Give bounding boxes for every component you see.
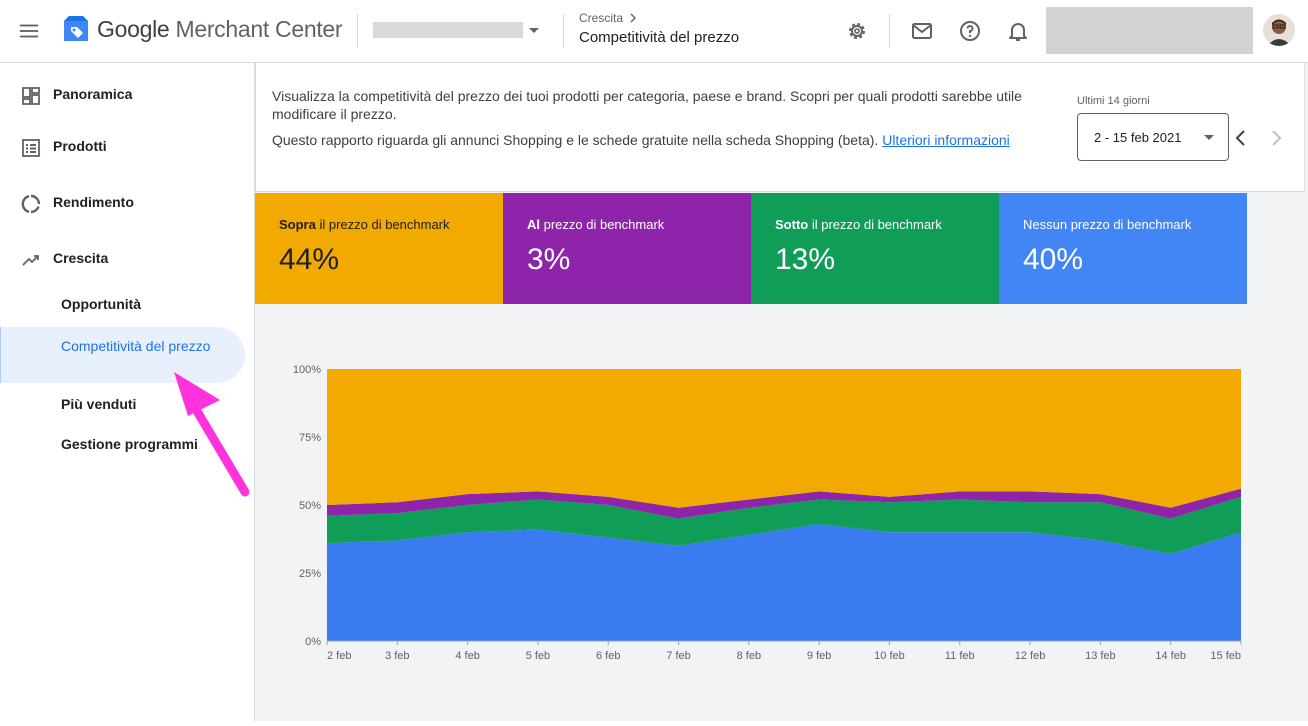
breadcrumb[interactable]: Crescita <box>579 11 638 25</box>
x-tick-label: 15 feb <box>1210 650 1241 662</box>
chevron-down-icon <box>1204 135 1214 140</box>
report-description: Visualizza la competitività del prezzo d… <box>272 87 1062 157</box>
trending-up-icon <box>22 255 39 266</box>
x-tick-label: 14 feb <box>1155 650 1186 662</box>
tile-above-benchmark[interactable]: Sopra il prezzo di benchmark 44% <box>255 193 503 304</box>
sidebar-subitem-competitivita-prezzo[interactable]: Competitività del prezzo <box>0 327 245 383</box>
description-scope-text: Questo rapporto riguarda gli annunci Sho… <box>272 132 879 148</box>
divider <box>357 14 358 48</box>
app-name[interactable]: Google Merchant Center <box>97 16 343 43</box>
account-info-redacted[interactable] <box>1046 7 1253 54</box>
x-tick-label: 7 feb <box>666 650 690 662</box>
sidebar-item-prodotti[interactable]: Prodotti <box>0 127 254 167</box>
learn-more-link[interactable]: Ulteriori informazioni <box>882 132 1010 148</box>
x-tick-label: 6 feb <box>596 650 620 662</box>
tile-below-benchmark[interactable]: Sotto il prezzo di benchmark 13% <box>751 193 999 304</box>
x-tick-label: 4 feb <box>455 650 479 662</box>
sidebar-item-rendimento[interactable]: Rendimento <box>0 183 254 223</box>
y-tick-label: 75% <box>299 432 321 444</box>
description-scope: Questo rapporto riguarda gli annunci Sho… <box>272 131 1062 149</box>
date-range-select[interactable]: 2 - 15 feb 2021 <box>1077 113 1229 161</box>
next-period-button[interactable] <box>1264 126 1288 150</box>
x-tick-label: 11 feb <box>945 650 975 662</box>
previous-period-button[interactable] <box>1229 126 1253 150</box>
y-tick-label: 0% <box>305 636 321 648</box>
tile-label: Al prezzo di benchmark <box>527 217 665 232</box>
sidebar-subitem-gestione-programmi[interactable]: Gestione programmi <box>61 436 198 452</box>
tile-label: Sotto il prezzo di benchmark <box>775 217 942 232</box>
chevron-right-icon <box>630 13 637 23</box>
divider <box>563 14 564 48</box>
main-content: Visualizza la competitività del prezzo d… <box>254 63 1308 721</box>
sidebar-item-label: Prodotti <box>53 138 107 154</box>
series-area-2[interactable] <box>327 488 1241 519</box>
sidebar-subitem-piu-venduti[interactable]: Più venduti <box>61 396 137 412</box>
menu-icon[interactable] <box>18 20 40 42</box>
date-range-value: 2 - 15 feb 2021 <box>1094 130 1182 145</box>
dashboard-icon <box>22 87 40 105</box>
sidebar: Panoramica Prodotti Rendimento Crescita … <box>0 63 254 721</box>
help-icon[interactable] <box>958 19 982 43</box>
sidebar-item-label: Panoramica <box>53 86 133 102</box>
sidebar-subitem-opportunita[interactable]: Opportunità <box>61 296 142 312</box>
app-name-google: Google <box>97 16 170 42</box>
tile-value: 44% <box>279 243 340 276</box>
sidebar-item-label: Competitività del prezzo <box>61 338 211 354</box>
gear-icon[interactable] <box>845 19 869 43</box>
x-tick-label: 2 feb <box>327 650 351 662</box>
tile-label: Nessun prezzo di benchmark <box>1023 217 1192 232</box>
donut-chart-icon <box>21 194 41 214</box>
account-selector[interactable] <box>373 20 543 42</box>
sidebar-item-label: Rendimento <box>53 194 134 210</box>
x-tick-label: 9 feb <box>807 650 831 662</box>
annotation-arrow-icon <box>174 372 250 497</box>
description-text: Visualizza la competitività del prezzo d… <box>272 88 1022 122</box>
y-tick-label: 100% <box>293 364 321 376</box>
sidebar-item-panoramica[interactable]: Panoramica <box>0 75 254 115</box>
series-area-3[interactable] <box>327 369 1241 508</box>
tile-no-benchmark[interactable]: Nessun prezzo di benchmark 40% <box>999 193 1247 304</box>
y-tick-label: 25% <box>299 568 321 580</box>
sidebar-item-crescita[interactable]: Crescita <box>0 239 254 279</box>
tile-at-benchmark[interactable]: Al prezzo di benchmark 3% <box>503 193 751 304</box>
tile-value: 13% <box>775 243 836 276</box>
tile-value: 40% <box>1023 243 1084 276</box>
chevron-down-icon <box>529 28 539 33</box>
app-name-product: Merchant Center <box>175 16 343 42</box>
info-card: Visualizza la competitività del prezzo d… <box>255 63 1305 192</box>
sidebar-item-label: Crescita <box>53 250 109 266</box>
top-app-bar: Google Merchant Center Crescita Competit… <box>0 0 1308 63</box>
x-tick-label: 13 feb <box>1085 650 1116 662</box>
series-area-1[interactable] <box>327 496 1241 554</box>
list-icon <box>22 139 40 157</box>
series-area-0[interactable] <box>327 524 1241 641</box>
x-tick-label: 5 feb <box>526 650 550 662</box>
date-range-label: Ultimi 14 giorni <box>1077 95 1150 107</box>
x-tick-label: 10 feb <box>874 650 905 662</box>
divider <box>889 14 890 48</box>
tile-value: 3% <box>527 243 571 276</box>
bell-icon[interactable] <box>1006 19 1030 43</box>
breadcrumb-parent[interactable]: Crescita <box>579 11 624 25</box>
tile-label: Sopra il prezzo di benchmark <box>279 217 450 232</box>
y-tick-label: 50% <box>299 500 321 512</box>
chart-area: 0% 25% 50% 75% 100% 2 feb 3 feb 4 feb 5 feb 6 feb… <box>255 304 1305 721</box>
mail-icon[interactable] <box>910 19 934 43</box>
x-tick-label: 12 feb <box>1015 650 1046 662</box>
x-tick-label: 3 feb <box>385 650 409 662</box>
page-title: Competitività del prezzo <box>579 29 740 46</box>
account-name-redacted <box>373 22 523 38</box>
merchant-center-logo-icon <box>64 16 88 41</box>
x-tick-label: 8 feb <box>737 650 761 662</box>
avatar[interactable] <box>1263 14 1295 46</box>
stacked-area-chart: 0% 25% 50% 75% 100% 2 feb 3 feb 4 feb 5 feb 6 feb… <box>293 364 1242 662</box>
